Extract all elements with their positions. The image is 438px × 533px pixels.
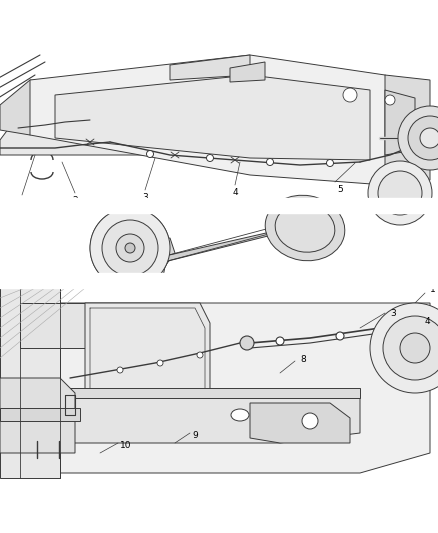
Circle shape [302, 413, 318, 429]
Polygon shape [20, 303, 100, 348]
Circle shape [206, 155, 213, 161]
Circle shape [240, 336, 254, 350]
Polygon shape [170, 55, 250, 80]
Ellipse shape [275, 204, 335, 252]
Circle shape [102, 220, 158, 276]
Ellipse shape [265, 195, 345, 261]
Polygon shape [415, 122, 435, 155]
Circle shape [157, 360, 163, 366]
Text: 9: 9 [192, 431, 198, 440]
Ellipse shape [231, 409, 249, 421]
Polygon shape [135, 238, 175, 268]
Circle shape [117, 367, 123, 373]
Circle shape [383, 316, 438, 380]
Polygon shape [385, 90, 415, 155]
Circle shape [398, 106, 438, 170]
Circle shape [343, 88, 357, 102]
Text: 4: 4 [425, 317, 431, 326]
Circle shape [326, 159, 333, 166]
Circle shape [125, 243, 135, 253]
Text: 1: 1 [15, 200, 21, 209]
Circle shape [90, 208, 170, 288]
Polygon shape [0, 100, 195, 155]
Circle shape [408, 116, 438, 160]
Circle shape [370, 303, 438, 393]
Text: 1: 1 [430, 286, 436, 295]
Text: 10: 10 [120, 440, 131, 449]
Polygon shape [55, 75, 370, 160]
Text: 3: 3 [142, 193, 148, 202]
Text: 4: 4 [232, 188, 238, 197]
Polygon shape [152, 266, 165, 283]
Polygon shape [55, 398, 360, 443]
Polygon shape [0, 288, 60, 478]
Polygon shape [30, 55, 415, 185]
Polygon shape [385, 75, 430, 185]
Polygon shape [0, 408, 80, 421]
Circle shape [266, 158, 273, 166]
Polygon shape [160, 223, 310, 263]
Circle shape [336, 332, 344, 340]
Text: 2: 2 [72, 196, 78, 205]
Text: 3: 3 [390, 309, 396, 318]
Polygon shape [0, 378, 75, 453]
Circle shape [276, 337, 284, 345]
Circle shape [368, 161, 432, 225]
Polygon shape [55, 388, 360, 398]
Circle shape [420, 128, 438, 148]
Text: 8: 8 [300, 356, 306, 365]
Polygon shape [85, 303, 210, 438]
Polygon shape [230, 62, 265, 82]
Polygon shape [0, 80, 55, 135]
Circle shape [400, 333, 430, 363]
Text: 5: 5 [337, 185, 343, 194]
Polygon shape [250, 403, 350, 443]
Circle shape [197, 352, 203, 358]
Circle shape [116, 234, 144, 262]
Circle shape [378, 171, 422, 215]
Polygon shape [20, 303, 430, 473]
Circle shape [146, 150, 153, 157]
Circle shape [385, 95, 395, 105]
